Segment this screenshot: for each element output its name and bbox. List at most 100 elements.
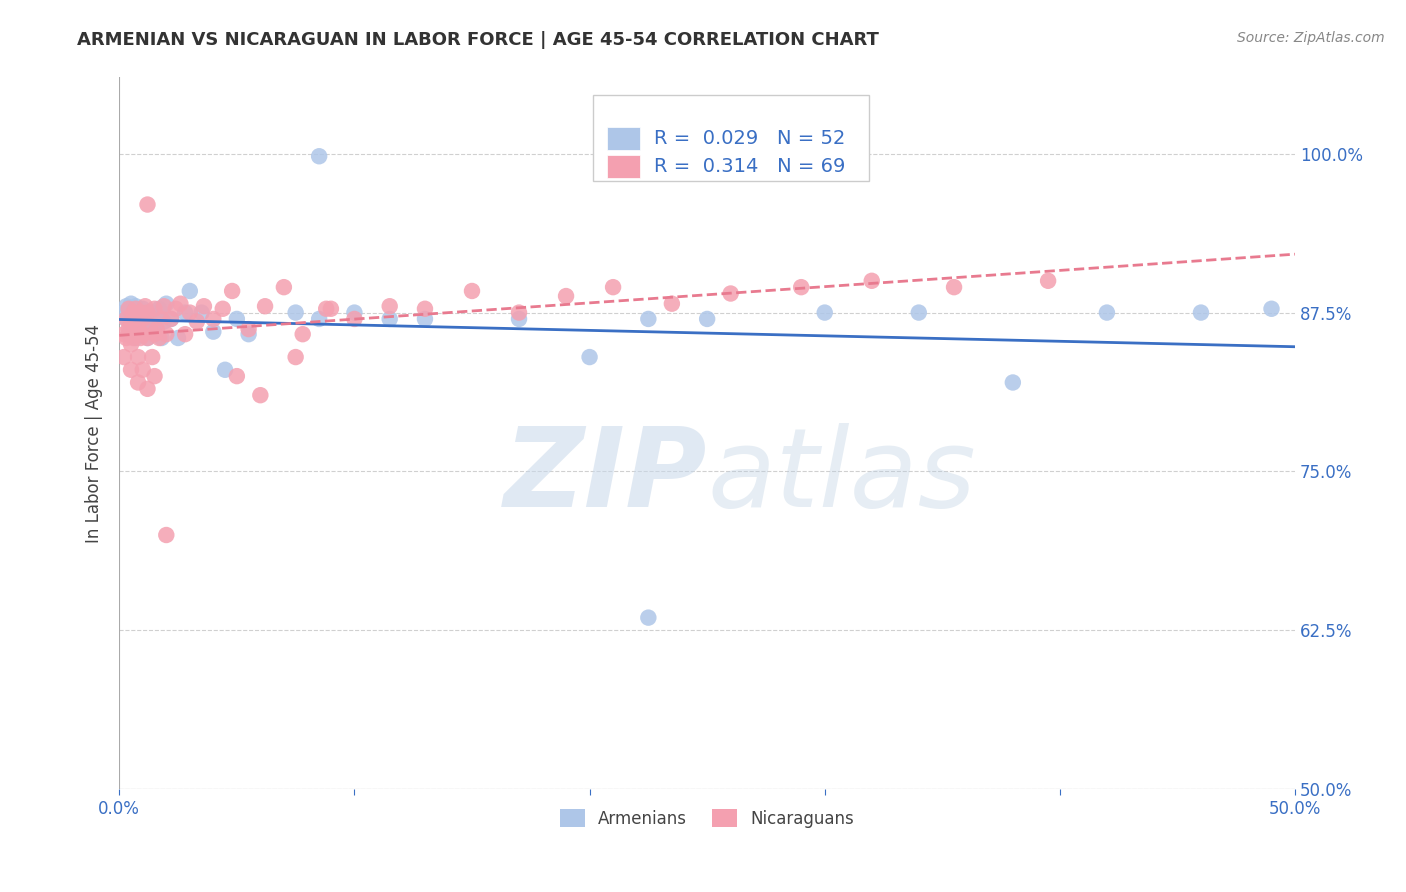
Point [190,305,212,319]
Point [249,388,271,402]
Point [141,350,163,364]
Point [136,197,159,211]
Point [254,299,277,313]
Point [1260,301,1282,316]
Point [155,296,177,310]
Point [413,301,436,316]
Point [127,322,149,336]
Point [122,325,145,339]
Point [132,301,155,316]
Point [136,305,159,319]
Point [167,331,190,345]
Point [118,322,141,336]
Point [153,299,176,313]
Point [221,284,243,298]
Point [118,327,141,342]
Point [814,305,837,319]
Point [132,363,155,377]
Point [120,337,142,351]
Point [179,305,201,319]
Point [115,331,138,345]
Point [120,296,142,310]
Point [202,312,225,326]
Point [308,312,330,326]
Point [153,314,176,328]
Point [169,296,191,310]
Point [136,331,159,345]
Point [291,327,314,342]
Point [148,301,170,316]
Point [508,312,530,326]
Point [141,305,163,319]
Point [115,312,138,326]
Point [225,312,247,326]
Point [378,312,401,326]
Point [319,301,342,316]
Point [186,314,208,328]
FancyBboxPatch shape [607,128,640,150]
Point [127,327,149,342]
Point [118,301,141,316]
Point [343,312,366,326]
Point [125,331,148,345]
Text: ARMENIAN VS NICARAGUAN IN LABOR FORCE | AGE 45-54 CORRELATION CHART: ARMENIAN VS NICARAGUAN IN LABOR FORCE | … [77,31,879,49]
Point [132,322,155,336]
Text: Source: ZipAtlas.com: Source: ZipAtlas.com [1237,31,1385,45]
Point [143,325,166,339]
Point [143,301,166,316]
Point [125,301,148,316]
Point [202,325,225,339]
Point [174,327,197,342]
Point [129,305,152,319]
Point [143,327,166,342]
Point [720,286,742,301]
Point [136,382,159,396]
Point [112,327,135,342]
Point [146,322,169,336]
Point [1189,305,1212,319]
Point [661,296,683,310]
Point [132,327,155,342]
Point [602,280,624,294]
Point [343,305,366,319]
FancyBboxPatch shape [593,95,869,181]
Point [150,312,173,326]
Point [461,284,484,298]
Point [160,312,183,326]
Point [115,312,138,326]
Point [907,305,929,319]
Point [508,305,530,319]
Point [122,331,145,345]
Point [127,312,149,326]
Point [284,305,307,319]
Point [696,312,718,326]
Point [214,363,236,377]
Point [122,305,145,319]
Text: ZIP: ZIP [503,423,707,530]
Point [308,149,330,163]
Point [120,363,142,377]
Point [238,322,260,336]
Point [637,610,659,624]
Point [273,280,295,294]
Point [790,280,813,294]
Point [134,299,156,313]
Point [132,312,155,326]
Point [125,325,148,339]
Point [238,327,260,342]
Point [155,327,177,342]
Point [122,305,145,319]
Point [193,299,215,313]
Point [120,314,142,328]
Point [1036,274,1059,288]
Point [136,331,159,345]
Point [125,299,148,313]
Point [148,331,170,345]
Point [150,331,173,345]
Point [165,301,187,316]
Point [1001,376,1024,390]
Point [174,305,197,319]
Point [413,312,436,326]
Point [129,331,152,345]
Point [284,350,307,364]
